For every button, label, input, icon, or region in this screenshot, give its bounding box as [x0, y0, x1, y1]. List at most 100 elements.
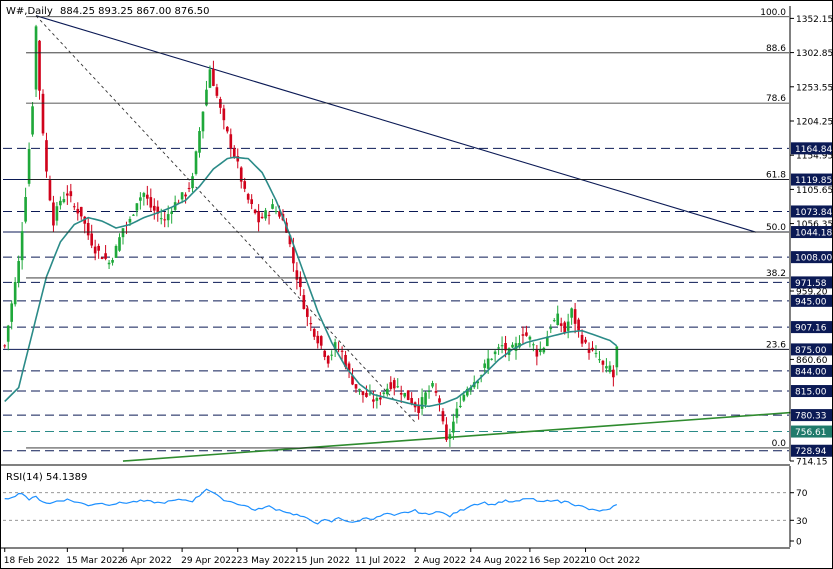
trendlines: [35, 15, 791, 462]
candle-body: [559, 323, 563, 326]
candle-body: [410, 398, 413, 405]
candle-body: [250, 199, 253, 205]
time-tick-label: 16 Sep 2022: [529, 556, 586, 566]
candle-body: [385, 388, 389, 395]
moving-average: [4, 156, 618, 408]
candle-body: [194, 151, 198, 174]
candle-body: [490, 358, 493, 360]
candle-body: [309, 323, 313, 325]
candle-body: [191, 176, 194, 189]
price-tick-label: 860.60: [796, 356, 828, 366]
candle-body: [476, 381, 480, 384]
candle-body: [41, 93, 45, 134]
rsi-label: RSI(14) 54.1389: [6, 472, 87, 483]
candle-body: [100, 257, 104, 259]
candle-body: [455, 408, 459, 418]
candle-body: [389, 382, 393, 389]
time-tick-label: 11 Jul 2022: [355, 556, 406, 566]
candle-body: [38, 40, 41, 91]
chart-header-ohlc: 884.25 893.25 867.00 876.50: [60, 6, 210, 17]
candle-body: [243, 181, 247, 189]
candle-body: [205, 89, 208, 106]
candle-body: [424, 392, 427, 405]
candle-body: [48, 180, 52, 201]
candle-body: [601, 360, 605, 365]
candle-body: [608, 365, 612, 372]
level-label: 971.58: [795, 279, 827, 289]
fib-label: 38.2: [766, 269, 786, 279]
level-label: 844.00: [795, 367, 827, 377]
candle-body: [403, 393, 407, 397]
candle-body: [118, 237, 121, 251]
time-tick-label: 29 Apr 2022: [181, 556, 237, 566]
candle-body: [372, 399, 375, 402]
candle-body: [86, 222, 90, 236]
price-tick-label: 1253.55: [796, 83, 833, 93]
price-tick-label: 1204.25: [796, 117, 833, 127]
candle-body: [448, 434, 452, 440]
candle-body: [417, 404, 420, 413]
price-tick-label: 959.20: [796, 287, 828, 297]
candle-body: [615, 346, 619, 368]
candle-body: [274, 211, 278, 213]
level-label-box: [791, 251, 833, 264]
candle-body: [347, 363, 351, 371]
candle-body: [62, 199, 66, 203]
candle-body: [114, 245, 118, 258]
candle-body: [500, 345, 504, 347]
candle-body: [13, 281, 17, 305]
candle-body: [6, 325, 10, 342]
level-label: 1008.00: [795, 254, 832, 264]
time-tick-label: 6 Apr 2022: [122, 556, 172, 566]
fib-label: 78.6: [766, 94, 786, 104]
fib-label: 100.0: [760, 8, 786, 18]
level-label-box: [791, 294, 833, 307]
time-tick-label: 18 Feb 2022: [4, 556, 60, 566]
candle-body: [302, 295, 306, 309]
candle-body: [434, 390, 438, 393]
candle-body: [330, 354, 333, 356]
candle-body: [375, 397, 379, 401]
candle-body: [351, 375, 354, 385]
candle-body: [431, 383, 434, 387]
candle-body: [142, 193, 146, 197]
candle-body: [358, 388, 361, 391]
candle-body: [312, 328, 316, 337]
candle-body: [587, 348, 591, 353]
candle-body: [469, 387, 473, 391]
level-label-box: [791, 425, 833, 438]
level-label: 1073.84: [795, 208, 832, 218]
candle-body: [598, 359, 601, 361]
price-tick-label: 1056.35: [796, 220, 833, 230]
moving-average-line: [4, 156, 618, 408]
candle-body: [184, 194, 187, 197]
rsi-panel: 70 30 0: [0, 464, 808, 548]
candle-body: [427, 390, 431, 392]
price-axis: 1352.15 1302.85 1253.55 1204.25 1154.95 1105.…: [789, 6, 833, 468]
time-tick-label: 23 May 2022: [237, 556, 296, 566]
level-label-box: [791, 173, 833, 186]
candle-body: [3, 345, 7, 347]
fib-label: 61.8: [766, 171, 786, 181]
candle-body: [45, 140, 48, 172]
level-label-box: [791, 444, 833, 457]
level-label-box: [791, 364, 833, 377]
candle-body: [66, 193, 69, 196]
candle-body: [511, 344, 514, 348]
candle-body: [17, 261, 20, 283]
candle-body: [69, 191, 73, 197]
candle-body: [399, 392, 403, 395]
candle-body: [316, 335, 320, 344]
candle-body: [295, 270, 299, 280]
candle-body: [340, 350, 344, 352]
candle-body: [504, 342, 507, 351]
candle-body: [420, 397, 424, 409]
candle-body: [139, 197, 142, 201]
level-label-box: [791, 226, 833, 239]
trendline: [35, 15, 757, 233]
level-label: 875.00: [795, 346, 827, 356]
price-tick-label: 1302.85: [796, 49, 833, 59]
candle-body: [361, 391, 365, 396]
candle-body: [97, 245, 100, 251]
